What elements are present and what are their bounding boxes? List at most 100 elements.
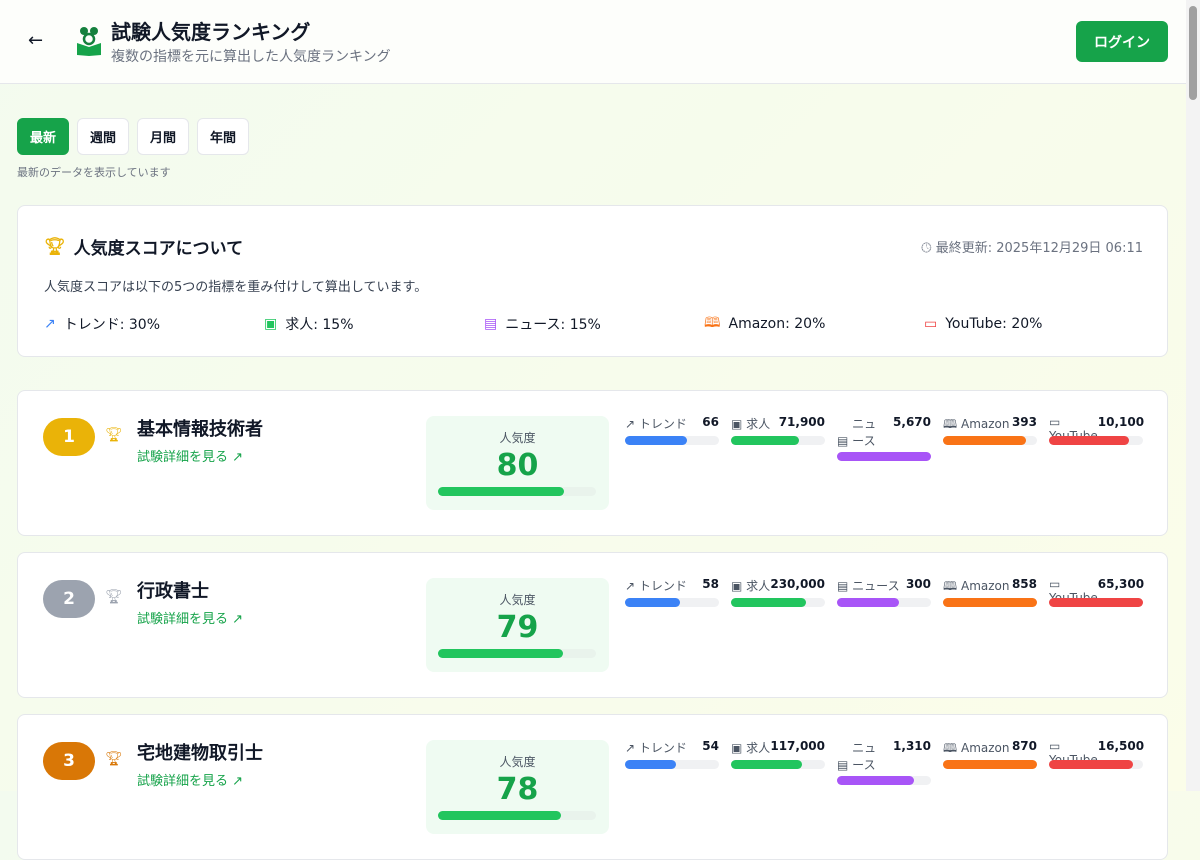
briefcase-icon: ▣ bbox=[264, 316, 278, 332]
metric-label: トレンド bbox=[638, 579, 687, 593]
tab-latest[interactable]: 最新 bbox=[17, 118, 70, 155]
weight-label: トレンド: 30% bbox=[63, 317, 161, 333]
metric-value: 1,310 bbox=[893, 739, 931, 753]
metric-bar-fill bbox=[1049, 598, 1143, 607]
popularity-label: 人気度 bbox=[499, 593, 536, 607]
metric-trend: ↗ トレンド 54 bbox=[625, 739, 719, 799]
metric-book: 🕮 Amazon 858 bbox=[943, 577, 1037, 637]
clock-icon: 🕓︎ bbox=[921, 241, 936, 256]
last-updated: 最終更新: 2025年12月29日 06:11 bbox=[935, 241, 1143, 256]
metrics: ↗ トレンド 66 ▣ 求人 71,900 ▤ ニュース 5,670 🕮 Amazon… bbox=[625, 415, 1144, 475]
metric-value: 65,300 bbox=[1097, 577, 1145, 591]
metric-bar-fill bbox=[837, 598, 900, 607]
tab-weekly[interactable]: 週間 bbox=[77, 118, 130, 155]
metric-bar bbox=[1049, 598, 1143, 607]
detail-link-label[interactable]: 試験詳細を見る bbox=[137, 774, 229, 789]
metric-bar-fill bbox=[1049, 436, 1129, 445]
metric-bar-fill bbox=[837, 776, 915, 785]
metric-value: 858 bbox=[1011, 577, 1037, 591]
metric-bar-fill bbox=[837, 452, 931, 461]
weight-item: ▣ 求人: 15% bbox=[264, 312, 484, 336]
metric-bar bbox=[943, 436, 1037, 445]
popularity-label: 人気度 bbox=[499, 755, 536, 769]
exam-detail-link[interactable]: 試験詳細を見る ↗ bbox=[137, 608, 243, 627]
metric-video: ▭ YouTube16,500 bbox=[1049, 739, 1144, 799]
popularity-bar-fill bbox=[438, 649, 563, 658]
external-link-icon: ↗ bbox=[232, 450, 244, 465]
weight-label: ニュース: 15% bbox=[505, 317, 601, 333]
metric-value: 54 bbox=[702, 739, 719, 753]
metric-bar bbox=[731, 598, 825, 607]
newspaper-icon: ▤ bbox=[837, 434, 849, 448]
period-tabs: 最新 週間 月間 年間 bbox=[17, 118, 250, 155]
video-icon: ▭ bbox=[1049, 577, 1061, 591]
popularity-label: 人気度 bbox=[499, 431, 536, 445]
metric-bar-fill bbox=[943, 760, 1037, 769]
scrollbar[interactable] bbox=[1186, 0, 1200, 791]
trophy-icon: 🏆︎ bbox=[44, 236, 66, 257]
metrics: ↗ トレンド 54 ▣ 求人 117,000 ▤ ニュース 1,310 🕮 Amazo… bbox=[625, 739, 1144, 799]
weights-list: ↗ トレンド: 30% ▣ 求人: 15% ▤ ニュース: 15% 🕮 Amazon: 20%… bbox=[44, 312, 1144, 336]
video-icon: ▭ bbox=[924, 316, 938, 332]
metric-newspaper: ▤ ニュース 1,310 bbox=[837, 739, 931, 799]
external-link-icon: ↗ bbox=[232, 612, 244, 627]
trend-icon: ↗ bbox=[625, 417, 636, 431]
popularity-score: 人気度 79 bbox=[426, 578, 609, 672]
tab-yearly[interactable]: 年間 bbox=[197, 118, 250, 155]
metric-bar bbox=[731, 436, 825, 445]
exam-name: 宅地建物取引士 bbox=[137, 743, 263, 764]
book-icon: 🕮 bbox=[704, 315, 721, 331]
login-button[interactable]: ログイン bbox=[1076, 21, 1168, 62]
metric-book: 🕮 Amazon 393 bbox=[943, 415, 1037, 475]
metric-value: 117,000 bbox=[770, 739, 825, 753]
metric-newspaper: ▤ ニュース 5,670 bbox=[837, 415, 931, 475]
metric-bar bbox=[625, 598, 719, 607]
rank-badge: 2 bbox=[43, 580, 95, 618]
weight-item: ↗ トレンド: 30% bbox=[44, 312, 264, 336]
popularity-score: 人気度 78 bbox=[426, 740, 609, 834]
trend-icon: ↗ bbox=[44, 316, 56, 332]
logo-icon bbox=[77, 27, 101, 56]
popularity-bar bbox=[438, 811, 596, 820]
metric-label: ニュース bbox=[852, 579, 900, 593]
metric-label: 求人 bbox=[746, 741, 771, 755]
briefcase-icon: ▣ bbox=[731, 417, 743, 431]
metric-value: 58 bbox=[702, 577, 719, 591]
metric-value: 300 bbox=[905, 577, 931, 591]
metric-value: 5,670 bbox=[893, 415, 931, 429]
detail-link-label[interactable]: 試験詳細を見る bbox=[137, 450, 229, 465]
trend-icon: ↗ bbox=[625, 579, 636, 593]
metric-bar bbox=[625, 760, 719, 769]
tab-monthly[interactable]: 月間 bbox=[137, 118, 190, 155]
page-subtitle: 複数の指標を元に算出した人気度ランキング bbox=[111, 49, 391, 65]
metric-book: 🕮 Amazon 870 bbox=[943, 739, 1037, 799]
rank-badge: 1 bbox=[43, 418, 95, 456]
popularity-bar bbox=[438, 487, 596, 496]
book-icon: 🕮 bbox=[943, 579, 958, 593]
book-icon: 🕮 bbox=[943, 741, 958, 755]
metric-value: 870 bbox=[1011, 739, 1037, 753]
weight-item: ▭ YouTube: 20% bbox=[924, 312, 1144, 336]
metric-bar bbox=[943, 598, 1037, 607]
metric-label: Amazon bbox=[960, 579, 1010, 593]
exam-detail-link[interactable]: 試験詳細を見る ↗ bbox=[137, 446, 243, 465]
exam-name: 基本情報技術者 bbox=[137, 419, 263, 440]
popularity-bar bbox=[438, 649, 596, 658]
metric-bar-fill bbox=[731, 760, 803, 769]
back-arrow-icon[interactable]: ← bbox=[28, 30, 44, 51]
metric-trend: ↗ トレンド 66 bbox=[625, 415, 719, 475]
exam-detail-link[interactable]: 試験詳細を見る ↗ bbox=[137, 770, 243, 789]
exam-name: 行政書士 bbox=[137, 581, 209, 602]
weight-label: YouTube: 20% bbox=[945, 316, 1043, 332]
metric-value: 66 bbox=[702, 415, 719, 429]
metric-bar bbox=[837, 776, 931, 785]
video-icon: ▭ bbox=[1049, 415, 1061, 429]
weight-label: Amazon: 20% bbox=[728, 316, 826, 332]
scrollbar-thumb[interactable] bbox=[1189, 6, 1197, 100]
briefcase-icon: ▣ bbox=[731, 579, 743, 593]
trophy-icon: 🏆︎ bbox=[105, 589, 123, 605]
metric-briefcase: ▣ 求人 71,900 bbox=[731, 415, 825, 475]
external-link-icon: ↗ bbox=[232, 774, 244, 789]
newspaper-icon: ▤ bbox=[484, 316, 498, 332]
detail-link-label[interactable]: 試験詳細を見る bbox=[137, 612, 229, 627]
